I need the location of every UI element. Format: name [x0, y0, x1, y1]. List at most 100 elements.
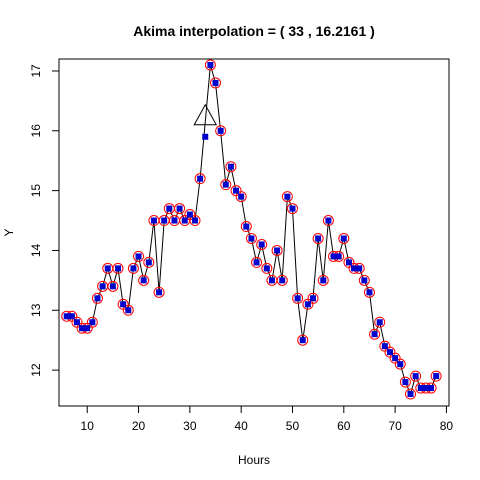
point-circle — [399, 376, 411, 388]
point-circle — [307, 292, 319, 304]
point-circle — [261, 262, 273, 274]
y-tick-label: 13 — [29, 303, 43, 317]
x-tick-label: 30 — [183, 419, 197, 433]
x-tick-label: 80 — [440, 419, 454, 433]
point-circle — [91, 292, 103, 304]
data-point — [227, 163, 234, 170]
data-point — [279, 277, 286, 284]
data-point — [330, 253, 337, 260]
point-circle — [276, 274, 288, 286]
data-point — [407, 391, 414, 398]
data-point — [392, 355, 399, 362]
data-point — [63, 313, 70, 320]
data-points — [63, 61, 440, 398]
x-tick-label: 40 — [234, 419, 248, 433]
data-point — [381, 343, 388, 350]
point-circle — [112, 262, 124, 274]
point-circle — [235, 191, 247, 203]
data-point — [79, 325, 86, 332]
data-point — [99, 283, 106, 290]
point-circle — [210, 77, 222, 89]
data-point — [284, 193, 291, 200]
x-axis-label: Hours — [238, 453, 270, 467]
data-point — [68, 313, 75, 320]
point-circle — [281, 191, 293, 203]
point-circle — [133, 250, 145, 262]
data-point — [397, 361, 404, 368]
x-tick-label: 20 — [132, 419, 146, 433]
data-point — [289, 205, 296, 212]
data-point — [335, 253, 342, 260]
data-point — [258, 241, 265, 248]
point-circle — [358, 274, 370, 286]
data-point — [217, 127, 224, 134]
data-point — [125, 307, 132, 314]
series-line — [66, 64, 437, 396]
data-point — [299, 337, 306, 344]
point-circle — [138, 274, 150, 286]
point-circle — [312, 232, 324, 244]
data-point — [366, 289, 373, 296]
data-point — [191, 217, 198, 224]
data-point — [386, 349, 393, 356]
data-point — [253, 259, 260, 266]
point-circle — [256, 238, 268, 250]
y-tick-label: 17 — [29, 64, 43, 78]
point-circle — [297, 334, 309, 346]
point-circle — [225, 161, 237, 173]
data-point — [345, 259, 352, 266]
point-circle — [174, 203, 186, 215]
data-point — [376, 319, 383, 326]
point-circle — [405, 388, 417, 400]
data-point — [243, 223, 250, 230]
point-circle — [338, 232, 350, 244]
point-circle — [363, 286, 375, 298]
data-point — [89, 319, 96, 326]
y-axis: 12 13 14 15 16 17 — [29, 64, 60, 377]
data-point — [304, 301, 311, 308]
data-point — [417, 385, 424, 392]
point-circle — [127, 262, 139, 274]
point-circle — [245, 232, 257, 244]
x-axis: 10 20 30 40 50 60 70 80 — [81, 405, 454, 433]
data-point — [325, 217, 332, 224]
x-tick-label: 50 — [286, 419, 300, 433]
data-point — [248, 235, 255, 242]
point-circle — [271, 244, 283, 256]
data-point — [186, 211, 193, 218]
data-point — [412, 373, 419, 380]
data-point — [135, 253, 142, 260]
data-point — [428, 385, 435, 392]
point-circle — [143, 256, 155, 268]
point-circle — [374, 316, 386, 328]
data-point — [294, 295, 301, 302]
point-circle — [292, 292, 304, 304]
interpolation-marker — [193, 103, 218, 140]
data-point — [73, 319, 80, 326]
point-circle — [220, 179, 232, 191]
data-point — [268, 277, 275, 284]
data-point — [156, 289, 163, 296]
y-tick-label: 14 — [29, 243, 43, 257]
point-circle — [204, 59, 216, 71]
interpolated-point — [202, 133, 209, 140]
y-axis-label: Y — [2, 228, 16, 236]
data-point — [197, 175, 204, 182]
data-point — [181, 217, 188, 224]
point-circle — [322, 215, 334, 227]
point-circle — [394, 358, 406, 370]
data-point — [263, 265, 270, 272]
point-circle — [286, 203, 298, 215]
data-point — [274, 247, 281, 254]
point-circle — [194, 173, 206, 185]
point-circle — [410, 370, 422, 382]
x-tick-label: 70 — [388, 419, 402, 433]
data-point — [356, 265, 363, 272]
data-point — [433, 373, 440, 380]
data-point — [422, 385, 429, 392]
point-circle — [369, 328, 381, 340]
point-circle — [189, 215, 201, 227]
chart-title: Akima interpolation = ( 33 , 16.2161 ) — [133, 23, 375, 39]
point-circle — [122, 304, 134, 316]
y-tick-label: 16 — [29, 124, 43, 138]
